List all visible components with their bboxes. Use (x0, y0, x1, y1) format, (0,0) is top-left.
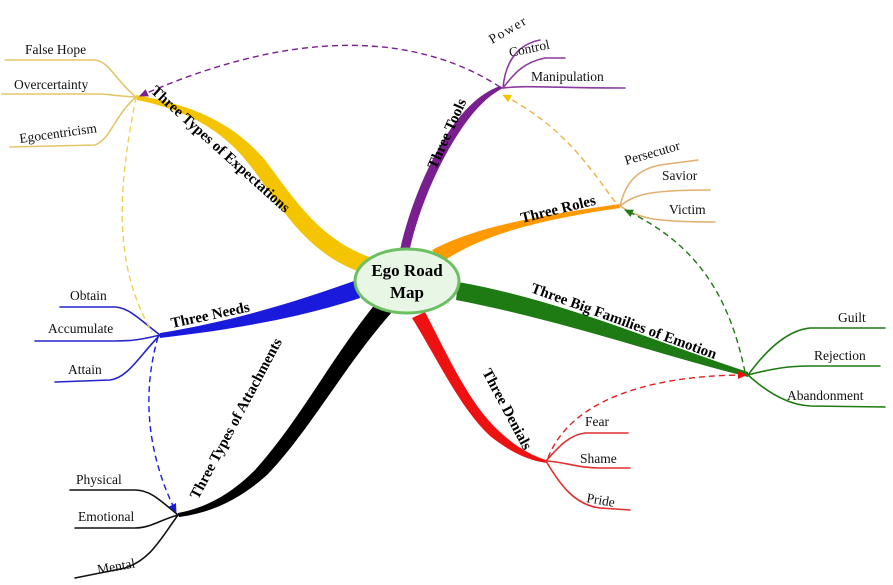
leaf-victim: Victim (669, 202, 706, 217)
relation-roles-to-tools (503, 95, 615, 202)
leaf-pride: Pride (585, 490, 616, 510)
branch-label-expectations: Three Types of Expectations (147, 83, 293, 216)
leaf-savior: Savior (662, 168, 698, 183)
leaf-manipulation: Manipulation (531, 69, 604, 84)
leaf-fear: Fear (585, 414, 609, 429)
relation-denials-to-emotion (548, 375, 746, 458)
branch-label-tools: Three Tools (425, 96, 470, 171)
center-title-line1: Ego Road (371, 261, 443, 280)
branch-label-attachments: Three Types of Attachments (187, 336, 286, 502)
leaf-obtain: Obtain (70, 288, 107, 303)
leaf-egocentricism: Egocentricism (18, 120, 98, 146)
leaf-emotional: Emotional (78, 509, 134, 524)
leaf-false-hope: False Hope (25, 42, 86, 57)
leaf-rejection: Rejection (814, 348, 866, 363)
relation-expectations-to-needs (122, 97, 152, 332)
leaf-control: Control (508, 37, 552, 60)
relation-tools-to-expectations (140, 45, 500, 96)
center-title-line2: Map (390, 283, 424, 302)
leaf-mental: Mental (96, 555, 137, 576)
leaf-guilt: Guilt (838, 310, 866, 325)
relation-needs-to-attachments (149, 337, 176, 512)
branch-needs (160, 280, 360, 338)
branch-label-roles: Three Roles (519, 193, 598, 227)
leaf-abandonment: Abandonment (787, 388, 864, 403)
leaf-overcertainty: Overcertainty (14, 77, 88, 92)
leaf-attain: Attain (68, 362, 102, 377)
leaf-physical: Physical (76, 472, 122, 487)
branch-emotion (456, 282, 748, 377)
center-node[interactable]: Ego Road Map (355, 249, 459, 313)
leaf-accumulate: Accumulate (48, 321, 113, 336)
leaf-shame: Shame (580, 451, 617, 466)
